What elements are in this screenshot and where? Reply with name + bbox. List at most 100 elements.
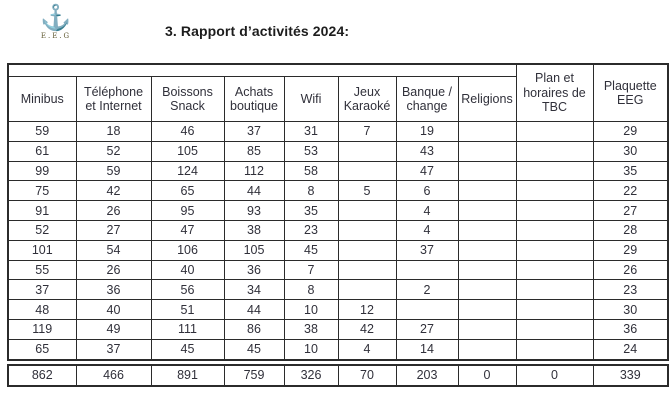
- totals-row: 862 466 891 759 326 70 203 0 0 339: [7, 364, 669, 387]
- data-cell: 30: [592, 140, 669, 162]
- data-cell: [457, 160, 517, 182]
- data-cell: 44: [223, 180, 285, 202]
- data-cell: 35: [592, 160, 669, 182]
- data-cell: [337, 200, 397, 221]
- data-cell: [395, 299, 459, 320]
- data-cell: 38: [223, 219, 285, 241]
- data-cell: 48: [7, 299, 77, 320]
- data-cell: [515, 279, 594, 301]
- data-cell: 37: [395, 239, 459, 261]
- data-cell: 47: [150, 219, 225, 241]
- data-cell: 106: [150, 239, 225, 261]
- table-row: 59 18 46 37 31 7 19 29: [7, 121, 669, 142]
- data-cell: 47: [395, 160, 459, 182]
- data-cell: 46: [150, 121, 225, 142]
- data-cell: 36: [223, 259, 285, 281]
- data-cell: 56: [150, 279, 225, 301]
- table-row: 99 59 124 112 58 47 35: [7, 160, 669, 182]
- data-cell: 53: [283, 140, 339, 162]
- data-cell: 37: [223, 121, 285, 142]
- data-cell: 23: [592, 279, 669, 301]
- table-row: 52 27 47 38 23 4 28: [7, 219, 669, 241]
- data-cell: 10: [283, 338, 339, 361]
- data-cell: 5: [337, 180, 397, 202]
- data-cell: 6: [395, 180, 459, 202]
- data-cell: [457, 318, 517, 340]
- total-cell: 203: [395, 364, 459, 387]
- data-cell: [457, 259, 517, 281]
- data-cell: 31: [283, 121, 339, 142]
- column-header-achats-boutique: Achats boutique: [223, 76, 285, 122]
- data-cell: 26: [75, 259, 152, 281]
- data-cell: 59: [7, 121, 77, 142]
- data-cell: 30: [592, 299, 669, 320]
- data-cell: 18: [75, 121, 152, 142]
- data-cell: 65: [150, 180, 225, 202]
- total-cell: 339: [592, 364, 669, 387]
- column-header-minibus: Minibus: [7, 76, 77, 122]
- data-cell: 24: [592, 338, 669, 361]
- data-cell: [515, 259, 594, 281]
- total-cell: 0: [457, 364, 517, 387]
- data-cell: 61: [7, 140, 77, 162]
- data-cell: [515, 338, 594, 361]
- data-cell: [457, 279, 517, 301]
- data-cell: [457, 180, 517, 202]
- data-cell: 26: [75, 200, 152, 221]
- data-cell: [515, 318, 594, 340]
- data-cell: 91: [7, 200, 77, 221]
- data-cell: 34: [223, 279, 285, 301]
- data-cell: 124: [150, 160, 225, 182]
- table-row: 91 26 95 93 35 4 27: [7, 200, 669, 221]
- data-cell: [515, 121, 594, 142]
- data-cell: 7: [283, 259, 339, 281]
- data-cell: 37: [75, 338, 152, 361]
- empty-header-cell: [7, 63, 517, 77]
- data-cell: 19: [395, 121, 459, 142]
- data-cell: 44: [223, 299, 285, 320]
- table-row: 37 36 56 34 8 2 23: [7, 279, 669, 301]
- logo-caption: E.E.G: [40, 32, 72, 40]
- data-cell: [515, 299, 594, 320]
- table-row: 48 40 51 44 10 12 30: [7, 299, 669, 320]
- data-cell: 54: [75, 239, 152, 261]
- data-cell: 75: [7, 180, 77, 202]
- data-cell: [457, 121, 517, 142]
- column-header-telephone-internet: Téléphone et Internet: [75, 76, 152, 122]
- data-cell: 27: [592, 200, 669, 221]
- data-cell: 37: [7, 279, 77, 301]
- eeg-logo: ⚓ E.E.G: [34, 3, 78, 40]
- total-cell: 466: [75, 364, 152, 387]
- data-cell: [457, 219, 517, 241]
- total-cell: 0: [515, 364, 594, 387]
- data-cell: 112: [223, 160, 285, 182]
- data-cell: 99: [7, 160, 77, 182]
- data-cell: 52: [75, 140, 152, 162]
- data-cell: 38: [283, 318, 339, 340]
- activity-report-table: Plan et horaires de TBC Plaquette EEG Mi…: [7, 63, 669, 387]
- data-cell: [515, 239, 594, 261]
- data-cell: 23: [283, 219, 339, 241]
- table-top-spacer-row: Plan et horaires de TBC Plaquette EEG: [7, 63, 669, 122]
- total-cell: 70: [337, 364, 397, 387]
- data-cell: [457, 338, 517, 361]
- data-cell: 58: [283, 160, 339, 182]
- data-cell: 2: [395, 279, 459, 301]
- table-header-row: Minibus Téléphone et Internet Boissons S…: [7, 76, 668, 122]
- data-cell: 35: [283, 200, 339, 221]
- data-cell: 36: [592, 318, 669, 340]
- anchor-icon: ⚓: [40, 4, 72, 32]
- data-cell: [337, 259, 397, 281]
- data-cell: [337, 279, 397, 301]
- data-cell: 52: [7, 219, 77, 241]
- data-cell: 4: [337, 338, 397, 361]
- data-cell: 10: [283, 299, 339, 320]
- data-cell: 29: [592, 121, 669, 142]
- data-cell: [515, 140, 594, 162]
- data-cell: 22: [592, 180, 669, 202]
- data-cell: 105: [150, 140, 225, 162]
- data-cell: 27: [75, 219, 152, 241]
- data-cell: 29: [592, 239, 669, 261]
- data-cell: [515, 219, 594, 241]
- column-header-plan-horaires-tbc: Plan et horaires de TBC: [515, 63, 594, 122]
